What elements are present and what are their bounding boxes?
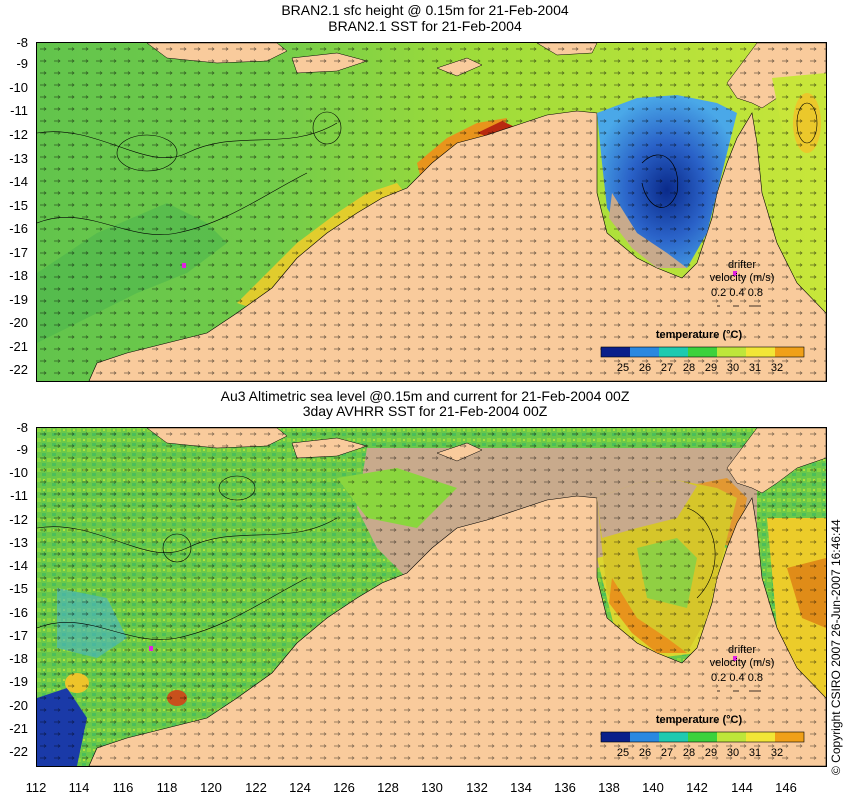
x-tick-label: 120 bbox=[200, 780, 222, 795]
x-tick-label: 128 bbox=[377, 780, 399, 795]
top-drifter-scale: 0.2 0.4 0.8 bbox=[711, 287, 763, 299]
x-tick-label: 138 bbox=[598, 780, 620, 795]
top-colorbar-tick: 28 bbox=[683, 362, 695, 374]
y-tick-label: -20 bbox=[9, 315, 28, 330]
y-tick-label: -20 bbox=[9, 698, 28, 713]
bottom-title-line2: 3day AVHRR SST for 21-Feb-2004 00Z bbox=[302, 403, 548, 419]
y-tick-label: -10 bbox=[9, 80, 28, 95]
x-tick-label: 126 bbox=[333, 780, 355, 795]
x-tick-label: 140 bbox=[642, 780, 664, 795]
top-colorbar-tick: 30 bbox=[727, 362, 739, 374]
x-tick-label: 114 bbox=[68, 780, 90, 795]
bottom-title-line1: Au3 Altimetric sea level @0.15m and curr… bbox=[220, 388, 630, 404]
y-tick-label: -18 bbox=[9, 651, 28, 666]
x-tick-label: 112 bbox=[25, 780, 47, 795]
x-tick-label: 132 bbox=[466, 780, 488, 795]
y-tick-label: -11 bbox=[10, 488, 28, 503]
y-tick-label: -21 bbox=[9, 721, 28, 736]
top-title-line2: BRAN2.1 SST for 21-Feb-2004 bbox=[328, 18, 522, 34]
y-tick-label: -19 bbox=[9, 292, 28, 307]
top-drifter-label: drifter bbox=[728, 259, 756, 271]
bottom-colorbar-tick: 25 bbox=[617, 747, 629, 759]
top-colorbar-tick: 32 bbox=[771, 362, 783, 374]
x-tick-label: 122 bbox=[245, 780, 267, 795]
y-tick-label: -21 bbox=[9, 339, 28, 354]
y-tick-label: -12 bbox=[9, 512, 28, 527]
y-tick-label: -11 bbox=[10, 103, 28, 118]
bottom-drifter-label: drifter bbox=[728, 644, 756, 656]
bottom-drifter-scale: 0.2 0.4 0.8 bbox=[711, 672, 763, 684]
y-tick-label: -16 bbox=[9, 221, 28, 236]
y-tick-label: -9 bbox=[16, 56, 28, 71]
top-map: drifter velocity (m/s) 0.2 0.4 0.8 tempe… bbox=[37, 43, 826, 381]
x-tick-label: 142 bbox=[686, 780, 708, 795]
x-tick-label: 146 bbox=[775, 780, 797, 795]
y-tick-label: -8 bbox=[16, 35, 28, 50]
y-tick-label: -17 bbox=[9, 628, 28, 643]
top-drifter-velocity-label: velocity (m/s) bbox=[710, 272, 775, 284]
bottom-colorbar-title: temperature (°C) bbox=[656, 714, 743, 726]
bottom-colorbar-tick: 28 bbox=[683, 747, 695, 759]
y-tick-label: -19 bbox=[9, 674, 28, 689]
bottom-colorbar-tick: 26 bbox=[639, 747, 651, 759]
y-tick-label: -18 bbox=[9, 268, 28, 283]
y-tick-label: -22 bbox=[9, 744, 28, 759]
y-tick-label: -13 bbox=[9, 151, 28, 166]
top-colorbar-tick: 31 bbox=[749, 362, 761, 374]
top-drifter-marker bbox=[182, 263, 186, 268]
top-colorbar-tick: 25 bbox=[617, 362, 629, 374]
y-tick-label: -15 bbox=[9, 581, 28, 596]
y-tick-label: -13 bbox=[9, 535, 28, 550]
bottom-drifter-velocity-label: velocity (m/s) bbox=[710, 657, 775, 669]
x-tick-label: 134 bbox=[510, 780, 532, 795]
bottom-colorbar bbox=[600, 731, 805, 743]
top-colorbar bbox=[600, 346, 805, 358]
bottom-colorbar-tick: 32 bbox=[771, 747, 783, 759]
bottom-map-panel: drifter velocity (m/s) 0.2 0.4 0.8 tempe… bbox=[36, 427, 827, 767]
bottom-colorbar-tick: 27 bbox=[661, 747, 673, 759]
bottom-drifter-marker bbox=[149, 646, 153, 651]
x-tick-label: 144 bbox=[731, 780, 753, 795]
y-tick-label: -16 bbox=[9, 605, 28, 620]
y-tick-label: -14 bbox=[9, 174, 28, 189]
x-tick-label: 116 bbox=[112, 780, 134, 795]
x-tick-label: 118 bbox=[156, 780, 178, 795]
y-tick-label: -10 bbox=[9, 465, 28, 480]
top-colorbar-tick: 29 bbox=[705, 362, 717, 374]
y-tick-label: -9 bbox=[16, 442, 28, 457]
y-tick-label: -8 bbox=[16, 420, 28, 435]
top-title-line1: BRAN2.1 sfc height @ 0.15m for 21-Feb-20… bbox=[281, 2, 569, 18]
top-colorbar-tick: 27 bbox=[661, 362, 673, 374]
top-colorbar-title: temperature (°C) bbox=[656, 329, 743, 341]
bottom-colorbar-tick: 31 bbox=[749, 747, 761, 759]
y-tick-label: -14 bbox=[9, 558, 28, 573]
copyright-notice: © Copyright CSIRO 2007 26-Jun-2007 16:46… bbox=[829, 519, 843, 775]
y-tick-label: -22 bbox=[9, 362, 28, 377]
y-tick-label: -17 bbox=[9, 245, 28, 260]
top-colorbar-tick: 26 bbox=[639, 362, 651, 374]
y-tick-label: -15 bbox=[9, 198, 28, 213]
x-tick-label: 130 bbox=[421, 780, 443, 795]
y-tick-label: -12 bbox=[9, 127, 28, 142]
top-map-panel: drifter velocity (m/s) 0.2 0.4 0.8 tempe… bbox=[36, 42, 827, 382]
bottom-colorbar-tick: 30 bbox=[727, 747, 739, 759]
bottom-map: drifter velocity (m/s) 0.2 0.4 0.8 tempe… bbox=[37, 428, 826, 766]
x-tick-label: 136 bbox=[554, 780, 576, 795]
bottom-colorbar-tick: 29 bbox=[705, 747, 717, 759]
x-tick-label: 124 bbox=[289, 780, 311, 795]
